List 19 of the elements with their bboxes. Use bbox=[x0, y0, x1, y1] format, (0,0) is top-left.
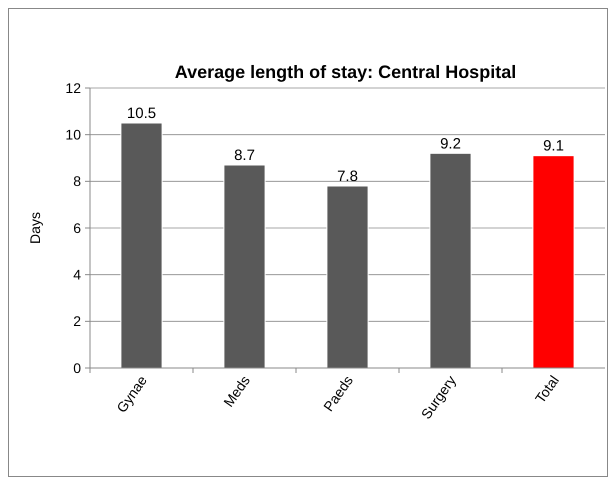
bar bbox=[223, 164, 266, 368]
y-tick-label: 8 bbox=[73, 173, 82, 190]
data-label: 9.1 bbox=[543, 138, 564, 155]
data-label: 7.8 bbox=[337, 168, 358, 185]
bar bbox=[429, 152, 472, 368]
y-tick-label: 10 bbox=[65, 126, 82, 143]
chart-title: Average length of stay: Central Hospital bbox=[174, 62, 516, 82]
y-tick-label: 2 bbox=[73, 313, 82, 330]
y-tick-label: 12 bbox=[65, 80, 82, 96]
data-label: 8.7 bbox=[234, 147, 255, 164]
data-label: 10.5 bbox=[126, 105, 156, 122]
y-tick-label: 6 bbox=[73, 220, 82, 236]
bar bbox=[120, 122, 163, 368]
y-tick-label: 4 bbox=[73, 266, 82, 283]
y-tick-label: 0 bbox=[73, 360, 82, 376]
data-label: 9.2 bbox=[440, 135, 461, 152]
y-axis-title: Days bbox=[27, 212, 43, 244]
bar bbox=[532, 155, 575, 368]
bar bbox=[326, 186, 369, 368]
